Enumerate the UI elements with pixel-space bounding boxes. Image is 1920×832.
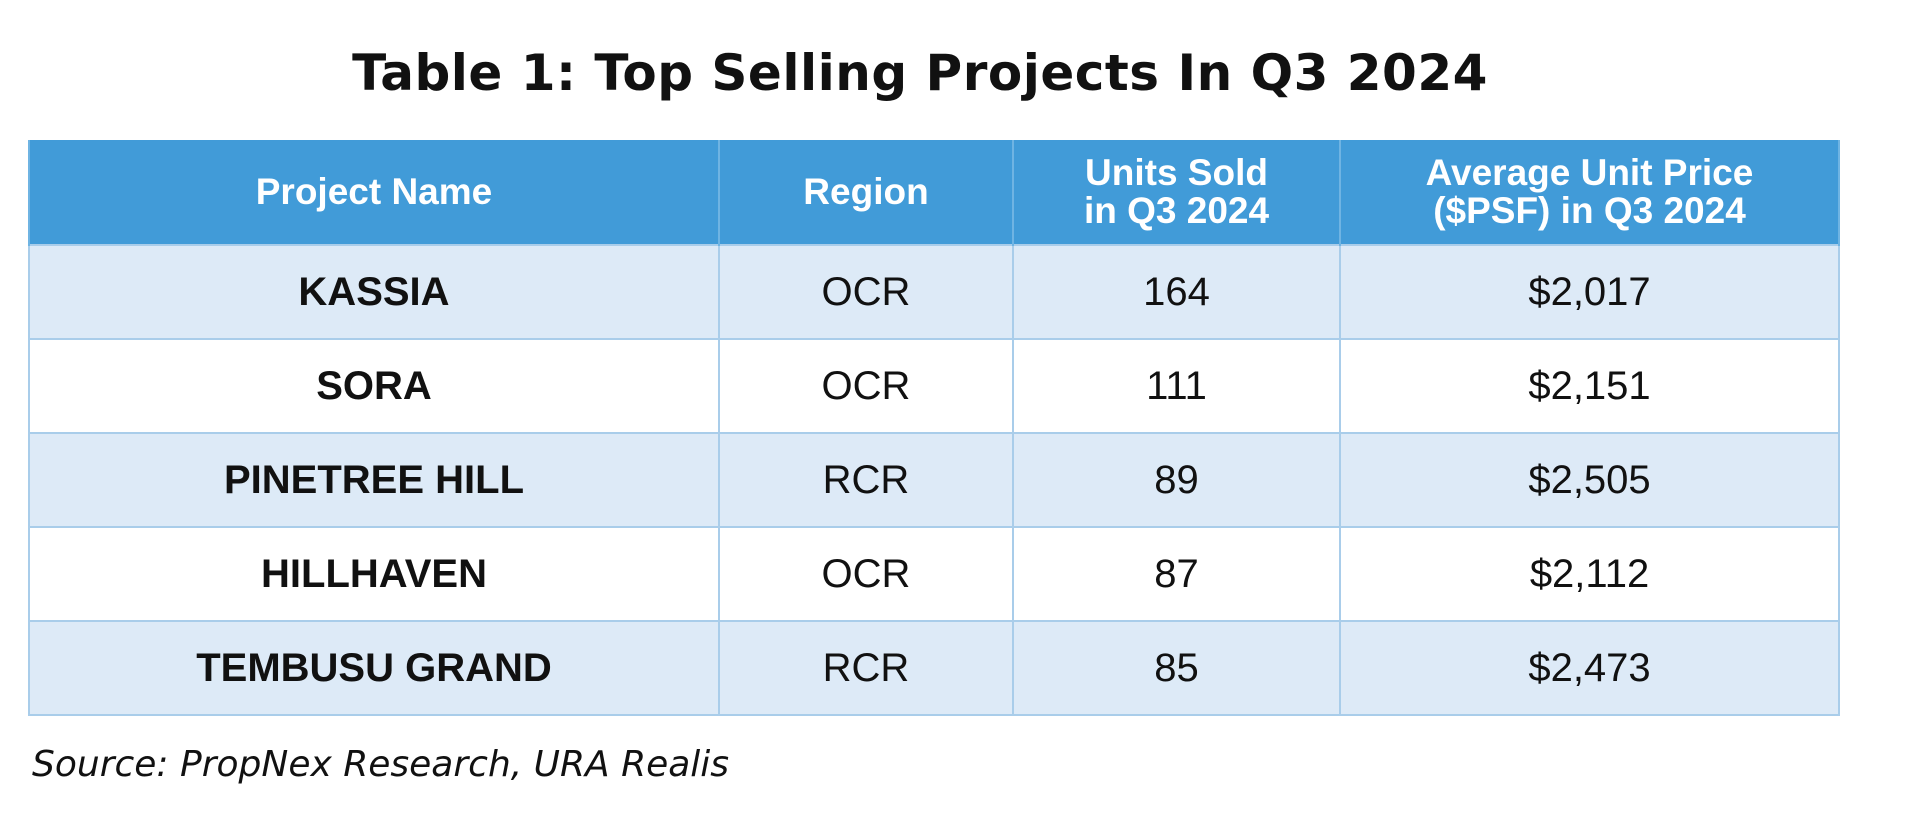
header-units-sold: Units Sold in Q3 2024 [1012, 140, 1341, 245]
table-row: SORA OCR 111 $2,151 [28, 338, 1840, 434]
cell-units-sold: 89 [1012, 432, 1341, 528]
header-project-name: Project Name [28, 140, 720, 245]
cell-region: OCR [718, 338, 1014, 434]
header-line: ($PSF) in Q3 2024 [1433, 190, 1746, 231]
cell-average-price: $2,112 [1339, 526, 1840, 622]
cell-project-name: KASSIA [28, 244, 720, 340]
source-note: Source: PropNex Research, URA Realis [32, 744, 730, 785]
cell-project-name: PINETREE HILL [28, 432, 720, 528]
header-line: Project Name [255, 171, 493, 212]
header-line: in Q3 2024 [1083, 190, 1270, 231]
table-row: HILLHAVEN OCR 87 $2,112 [28, 526, 1840, 622]
cell-project-name: SORA [28, 338, 720, 434]
table-title: Table 1: Top Selling Projects In Q3 2024 [352, 44, 1488, 102]
cell-units-sold: 87 [1012, 526, 1341, 622]
header-row: Project Name Region Units Sold in Q3 202… [28, 140, 1840, 245]
cell-units-sold: 164 [1012, 244, 1341, 340]
header-average-unit-price: Average Unit Price ($PSF) in Q3 2024 [1339, 140, 1840, 245]
cell-average-price: $2,017 [1339, 244, 1840, 340]
cell-units-sold: 85 [1012, 620, 1341, 716]
cell-region: RCR [718, 620, 1014, 716]
cell-project-name: HILLHAVEN [28, 526, 720, 622]
cell-units-sold: 111 [1012, 338, 1341, 434]
cell-average-price: $2,151 [1339, 338, 1840, 434]
cell-average-price: $2,473 [1339, 620, 1840, 716]
cell-project-name: TEMBUSU GRAND [28, 620, 720, 716]
header-region: Region [718, 140, 1014, 245]
table-row: TEMBUSU GRAND RCR 85 $2,473 [28, 620, 1840, 716]
cell-region: OCR [718, 526, 1014, 622]
projects-table: Project Name Region Units Sold in Q3 202… [28, 140, 1840, 716]
header-line: Average Unit Price [1425, 152, 1754, 193]
cell-region: OCR [718, 244, 1014, 340]
cell-region: RCR [718, 432, 1014, 528]
table-row: KASSIA OCR 164 $2,017 [28, 244, 1840, 340]
header-line: Units Sold [1085, 152, 1268, 193]
table-row: PINETREE HILL RCR 89 $2,505 [28, 432, 1840, 528]
header-line: Region [803, 171, 929, 212]
cell-average-price: $2,505 [1339, 432, 1840, 528]
